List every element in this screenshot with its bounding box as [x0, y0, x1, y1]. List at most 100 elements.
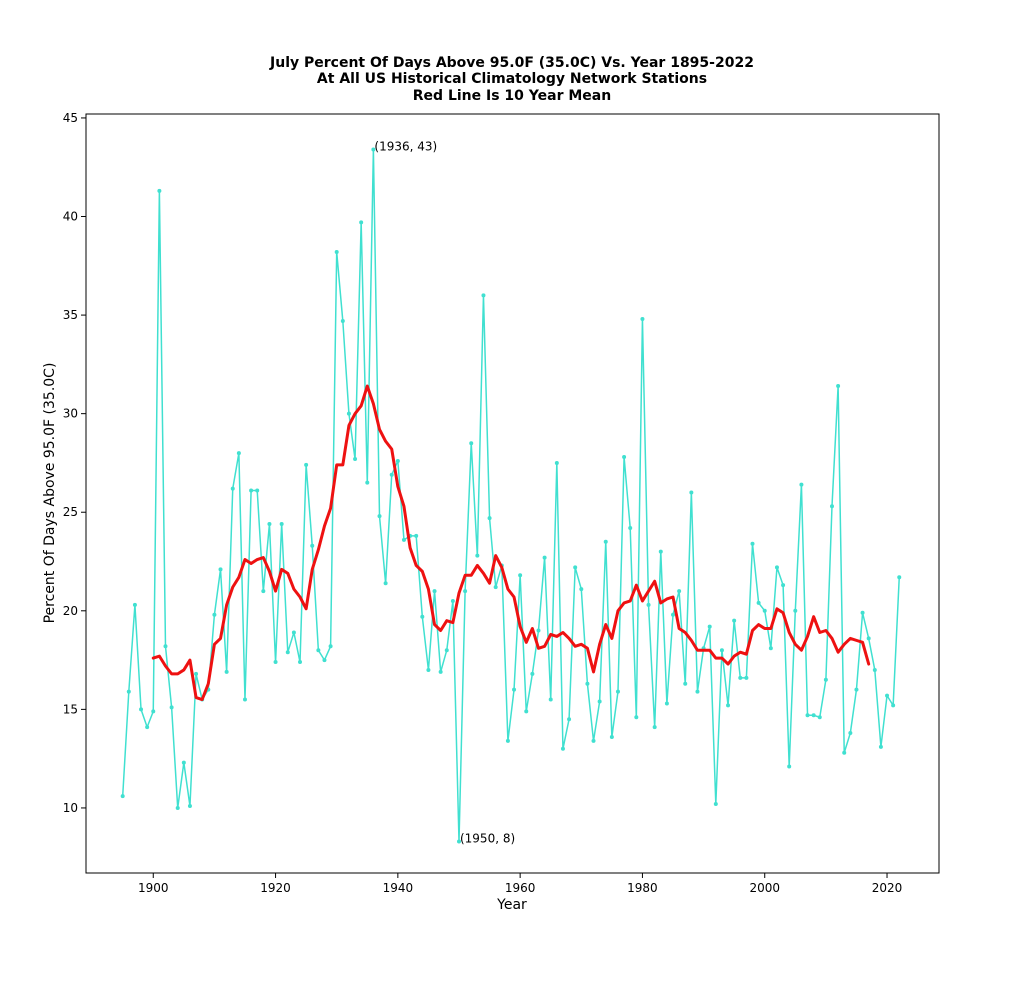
data-point-2015 [854, 687, 859, 692]
data-point-1973 [597, 699, 602, 704]
x-tick-label: 2000 [749, 881, 780, 895]
data-point-1953 [475, 553, 480, 558]
data-point-1927 [316, 648, 321, 653]
data-point-2014 [848, 731, 853, 736]
data-point-1912 [224, 669, 229, 674]
data-point-2004 [787, 764, 792, 769]
data-point-1963 [536, 628, 541, 633]
data-point-1958 [505, 738, 510, 743]
data-point-2003 [781, 583, 786, 588]
data-point-2013 [842, 750, 847, 755]
data-point-1970 [579, 587, 584, 592]
data-point-1936 [371, 147, 376, 152]
data-point-1976 [615, 689, 620, 694]
y-tick-label: 40 [63, 210, 78, 224]
data-point-1918 [261, 589, 266, 594]
data-point-1944 [420, 614, 425, 619]
data-point-1975 [609, 734, 614, 739]
data-point-1951 [463, 589, 468, 594]
data-point-1979 [634, 715, 639, 720]
data-point-1986 [677, 589, 682, 594]
x-axis: 1900 1920 1940 1960 1980 2000 2020 [138, 873, 902, 895]
x-tick-label: 1980 [627, 881, 658, 895]
data-point-1988 [689, 490, 694, 495]
data-point-1925 [304, 462, 309, 467]
data-point-1897 [132, 602, 137, 607]
data-point-1950 [457, 839, 461, 844]
data-point-2021 [891, 703, 896, 708]
data-point-1917 [255, 488, 260, 493]
series-line [121, 148, 900, 843]
data-point-1974 [603, 539, 608, 544]
annotation-label: (1950, 8) [460, 831, 515, 845]
data-point-1903 [169, 705, 174, 710]
data-point-1935 [365, 480, 370, 485]
data-point-1961 [524, 709, 529, 714]
chart-title: July Percent Of Days Above 95.0F (35.0C)… [269, 55, 754, 104]
data-point-1939 [389, 472, 394, 477]
data-point-1943 [414, 533, 419, 538]
data-point-1901 [157, 188, 162, 193]
data-point-1968 [567, 717, 572, 722]
data-point-1956 [493, 585, 498, 590]
x-tick-label: 1940 [383, 881, 414, 895]
data-point-1906 [187, 803, 192, 808]
data-point-1923 [291, 630, 296, 635]
data-point-1896 [126, 689, 131, 694]
data-point-1914 [236, 451, 241, 456]
data-point-1913 [230, 486, 235, 491]
data-point-1991 [707, 624, 712, 629]
data-point-1941 [401, 537, 406, 542]
data-point-1904 [175, 805, 180, 810]
x-axis-label: Year [496, 897, 527, 913]
data-point-1960 [518, 573, 523, 578]
data-point-1995 [732, 618, 737, 623]
data-point-1930 [334, 250, 339, 254]
data-point-1926 [310, 543, 315, 548]
data-point-1985 [671, 612, 676, 617]
data-point-2000 [762, 608, 767, 613]
data-point-1910 [212, 612, 217, 617]
data-point-2020 [885, 693, 890, 698]
data-point-1997 [744, 675, 749, 680]
annotations: (1936, 43) (1950, 8) [374, 139, 515, 845]
mean-line [151, 384, 871, 702]
title-line-1: July Percent Of Days Above 95.0F (35.0C)… [269, 55, 754, 71]
data-point-1895 [120, 794, 125, 799]
data-point-1932 [346, 411, 351, 416]
data-point-1916 [249, 488, 254, 493]
y-tick-label: 10 [63, 801, 78, 815]
data-point-2001 [768, 646, 773, 651]
y-tick-label: 45 [63, 111, 78, 125]
y-tick-label: 15 [63, 702, 78, 716]
data-point-2008 [811, 713, 816, 718]
data-point-1911 [218, 567, 223, 572]
data-point-2012 [836, 384, 841, 389]
y-axis: 10 15 20 25 30 35 40 45 [63, 111, 86, 815]
data-point-2010 [823, 677, 828, 682]
data-point-1924 [298, 660, 303, 665]
data-point-2017 [866, 636, 871, 641]
data-point-1998 [750, 541, 755, 546]
data-point-1949 [450, 598, 455, 603]
x-tick-label: 1920 [260, 881, 291, 895]
data-point-2016 [860, 610, 865, 615]
data-point-1928 [322, 658, 327, 663]
data-point-1919 [267, 522, 272, 527]
y-tick-label: 25 [63, 505, 78, 519]
y-tick-label: 35 [63, 308, 78, 322]
data-point-1931 [340, 319, 345, 323]
data-point-1920 [273, 660, 278, 665]
data-point-1948 [444, 648, 449, 653]
data-point-1977 [622, 455, 627, 460]
data-point-1929 [328, 644, 333, 649]
title-line-2: At All US Historical Climatology Network… [317, 71, 707, 87]
data-point-1934 [359, 220, 364, 225]
data-point-1933 [353, 457, 358, 461]
data-point-1945 [426, 667, 431, 672]
data-point-2011 [829, 504, 834, 509]
data-point-1971 [585, 681, 590, 686]
data-point-1954 [481, 293, 486, 298]
data-point-2009 [817, 715, 822, 720]
